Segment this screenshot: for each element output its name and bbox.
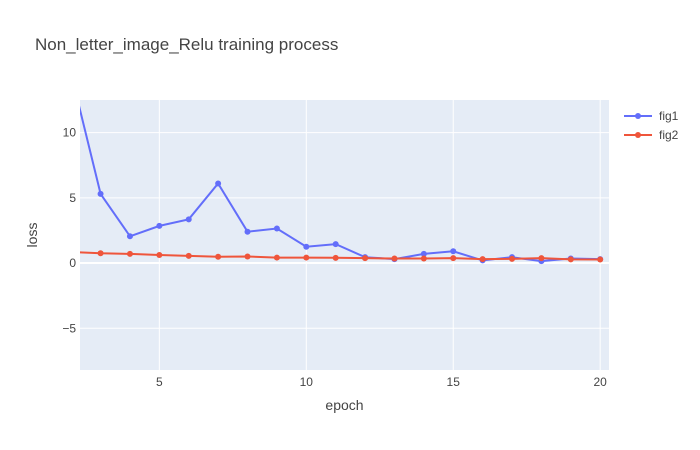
legend[interactable]: fig1 fig2 [624, 109, 679, 142]
data-point-fig1 [450, 248, 457, 255]
data-point-fig2 [244, 253, 251, 260]
data-point-fig1 [303, 243, 310, 250]
data-point-fig2 [273, 254, 280, 261]
data-point-fig2 [362, 255, 369, 262]
y-tick-label: 0 [69, 256, 76, 270]
data-point-fig2 [567, 256, 574, 263]
data-point-fig2 [303, 254, 310, 261]
grid [80, 100, 609, 370]
y-tick-label: −5 [62, 321, 76, 335]
data-point-fig1 [126, 233, 133, 240]
x-tick-label: 20 [594, 375, 608, 389]
data-point-fig1 [244, 228, 251, 235]
chart-title: Non_letter_image_Relu training process [35, 35, 338, 54]
x-tick-label: 15 [447, 375, 461, 389]
data-point-fig1 [420, 250, 427, 257]
data-point-fig1 [332, 241, 339, 248]
data-point-fig2 [509, 255, 516, 262]
series-fig2 [68, 249, 604, 263]
data-point-fig2 [479, 256, 486, 263]
data-point-fig2 [450, 255, 457, 262]
data-point-fig2 [420, 255, 427, 262]
data-point-fig1 [273, 225, 280, 232]
data-point-fig1 [156, 222, 163, 229]
data-point-fig1 [215, 180, 222, 187]
y-tick-label: 10 [63, 126, 77, 140]
x-tick-label: 10 [300, 375, 314, 389]
plot-area [80, 100, 609, 370]
legend-label-fig1: fig1 [659, 109, 679, 123]
data-point-fig2 [185, 252, 192, 259]
legend-marker-fig1 [635, 113, 641, 119]
data-point-fig2 [332, 254, 339, 261]
data-point-fig2 [68, 249, 74, 255]
x-tick-label: 5 [156, 375, 163, 389]
data-point-fig2 [597, 256, 604, 263]
data-point-fig2 [538, 255, 545, 262]
data-point-fig1 [68, 71, 74, 77]
data-point-fig1 [185, 216, 192, 223]
data-point-fig2 [215, 253, 222, 260]
data-point-fig2 [97, 250, 104, 257]
y-tick-label: 5 [69, 191, 76, 205]
data-point-fig2 [391, 255, 398, 262]
data-point-fig2 [156, 251, 163, 258]
x-axis-title: epoch [325, 397, 363, 413]
data-point-fig1 [97, 190, 104, 197]
tick-labels: 5 10 15 20 10 5 0 −5 [62, 126, 607, 389]
legend-label-fig2: fig2 [659, 128, 679, 142]
data-point-fig2 [126, 250, 133, 257]
legend-item-fig2[interactable]: fig2 [624, 128, 679, 142]
legend-item-fig1[interactable]: fig1 [624, 109, 679, 123]
legend-marker-fig2 [635, 132, 641, 138]
series-layer [68, 71, 604, 265]
y-axis-title: loss [24, 223, 40, 248]
